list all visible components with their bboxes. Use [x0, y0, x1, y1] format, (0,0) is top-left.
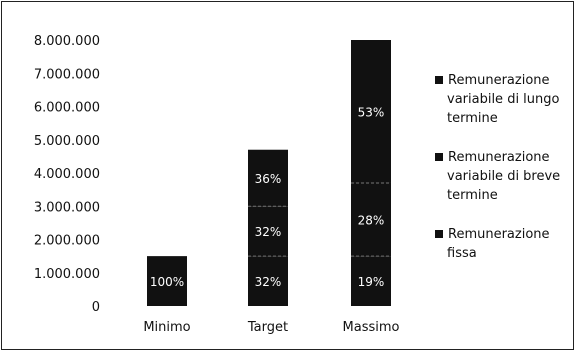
y-tick-label: 3.000.000: [34, 200, 100, 215]
x-tick-label: Minimo: [143, 320, 190, 335]
y-tick-label: 8.000.000: [34, 34, 100, 49]
legend-label: Remunerazione variabile di breve termine: [447, 150, 560, 203]
x-tick-label: Massimo: [343, 320, 400, 335]
bar-segment: [248, 149, 288, 207]
data-label: 19%: [358, 275, 385, 289]
legend: Remunerazione variabile di lungo termine Re…: [435, 73, 560, 261]
bar-segment: [147, 256, 187, 306]
legend-item: Remunerazione fissa: [435, 227, 550, 261]
legend-swatch: [435, 230, 443, 238]
y-tick-label: 5.000.000: [34, 134, 100, 149]
legend-swatch: [435, 76, 443, 84]
bar-segment: [351, 182, 391, 257]
data-label: 28%: [358, 214, 385, 228]
bar-segment: [248, 256, 288, 306]
x-tick-label: Target: [247, 320, 288, 335]
y-tick-label: 1.000.000: [34, 267, 100, 282]
y-tick-label: 7.000.000: [34, 67, 100, 82]
legend-item: Remunerazione variabile di lungo termine: [435, 73, 560, 126]
legend-label: Remunerazione variabile di lungo termine: [447, 73, 560, 126]
x-axis: Minimo Target Massimo: [143, 320, 399, 335]
bars: 100% 32% 32% 36% 19% 28% 53%: [147, 40, 391, 306]
data-label: 32%: [255, 275, 282, 289]
y-tick-label: 2.000.000: [34, 234, 100, 249]
bar-segment: [351, 256, 391, 306]
y-axis: 0 1.000.000 2.000.000 3.000.000 4.000.000 5.0…: [34, 34, 100, 315]
legend-item: Remunerazione variabile di breve termine: [435, 150, 560, 203]
y-tick-label: 6.000.000: [34, 101, 100, 116]
data-label: 100%: [150, 275, 184, 289]
data-label: 53%: [358, 105, 385, 119]
legend-label: Remunerazione fissa: [447, 227, 550, 261]
bar-segment: [351, 40, 391, 183]
bar-segment: [248, 206, 288, 257]
y-tick-label: 0: [92, 300, 100, 315]
legend-swatch: [435, 153, 443, 161]
data-label: 36%: [255, 172, 282, 186]
data-label: 32%: [255, 225, 282, 239]
y-tick-label: 4.000.000: [34, 167, 100, 182]
